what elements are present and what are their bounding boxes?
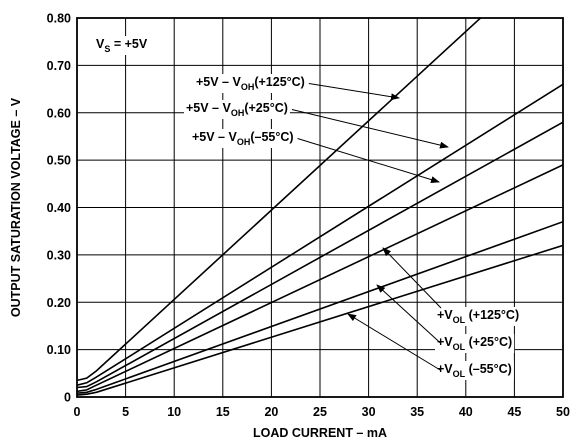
series-line bbox=[77, 83, 563, 386]
x-tick-label: 0 bbox=[74, 405, 81, 419]
y-tick-label: 0.70 bbox=[47, 59, 71, 73]
series-line bbox=[77, 244, 563, 396]
pointer-arrow bbox=[347, 313, 442, 371]
series-label: +5V – VOH(+25°C) bbox=[186, 101, 288, 118]
series-label: +VOL (+25°C) bbox=[437, 335, 512, 352]
x-tick-label: 45 bbox=[507, 405, 521, 419]
label-background bbox=[435, 334, 515, 353]
label-background bbox=[194, 74, 307, 93]
x-tick-label: 15 bbox=[216, 405, 230, 419]
pointer-arrow bbox=[297, 138, 440, 183]
y-tick-label: 0 bbox=[64, 391, 71, 405]
y-tick-label: 0.60 bbox=[47, 106, 71, 120]
x-tick-label: 25 bbox=[313, 405, 327, 419]
grid-lines bbox=[77, 18, 563, 397]
annotations: VS = +5V +5V – VOH(+125°C) +5V – VOH(+25°C… bbox=[94, 36, 522, 380]
x-tick-label: 5 bbox=[122, 405, 129, 419]
plot-frame bbox=[76, 17, 564, 398]
pointer-arrow bbox=[308, 83, 400, 101]
pointer-arrow bbox=[291, 109, 449, 149]
series-line bbox=[77, 220, 563, 394]
y-tick-label: 0.20 bbox=[47, 296, 71, 310]
y-tick-label: 0.40 bbox=[47, 201, 71, 215]
label-background bbox=[190, 129, 296, 148]
pointer-arrow bbox=[376, 284, 442, 344]
y-tick-label: 0.50 bbox=[47, 154, 71, 168]
series-label: VS = +5V bbox=[96, 37, 148, 54]
series-label: +VOL (+125°C) bbox=[437, 308, 519, 325]
x-tick-label: 40 bbox=[459, 405, 473, 419]
x-axis-label: LOAD CURRENT – mA bbox=[253, 426, 387, 440]
y-tick-label: 0.80 bbox=[47, 12, 71, 26]
pointer-arrow bbox=[382, 247, 442, 309]
y-tick-label: 0.10 bbox=[47, 343, 71, 357]
label-background bbox=[94, 36, 150, 55]
series-label: +VOL (–55°C) bbox=[437, 362, 512, 379]
x-tick-label: 10 bbox=[167, 405, 181, 419]
series-label: +5V – VOH(–55°C) bbox=[192, 130, 294, 147]
label-background bbox=[184, 100, 290, 119]
y-axis-label: OUTPUT SATURATION VOLTAGE – V bbox=[9, 97, 23, 317]
x-tick-label: 20 bbox=[264, 405, 278, 419]
label-background bbox=[435, 361, 514, 380]
series-line bbox=[77, 18, 482, 382]
x-tick-label: 50 bbox=[556, 405, 570, 419]
series-label: +5V – VOH(+125°C) bbox=[196, 75, 305, 92]
series-line bbox=[77, 121, 563, 389]
x-tick-label: 35 bbox=[410, 405, 424, 419]
x-tick-label: 30 bbox=[362, 405, 376, 419]
series-lines bbox=[77, 18, 563, 396]
label-background bbox=[435, 307, 522, 326]
series-line bbox=[77, 164, 563, 393]
tick-labels: 0 5 10 15 20 25 30 35 40 45 50 0 0.10 0.20 0.30 0.40 0.5… bbox=[47, 12, 570, 420]
y-tick-label: 0.30 bbox=[47, 248, 71, 262]
